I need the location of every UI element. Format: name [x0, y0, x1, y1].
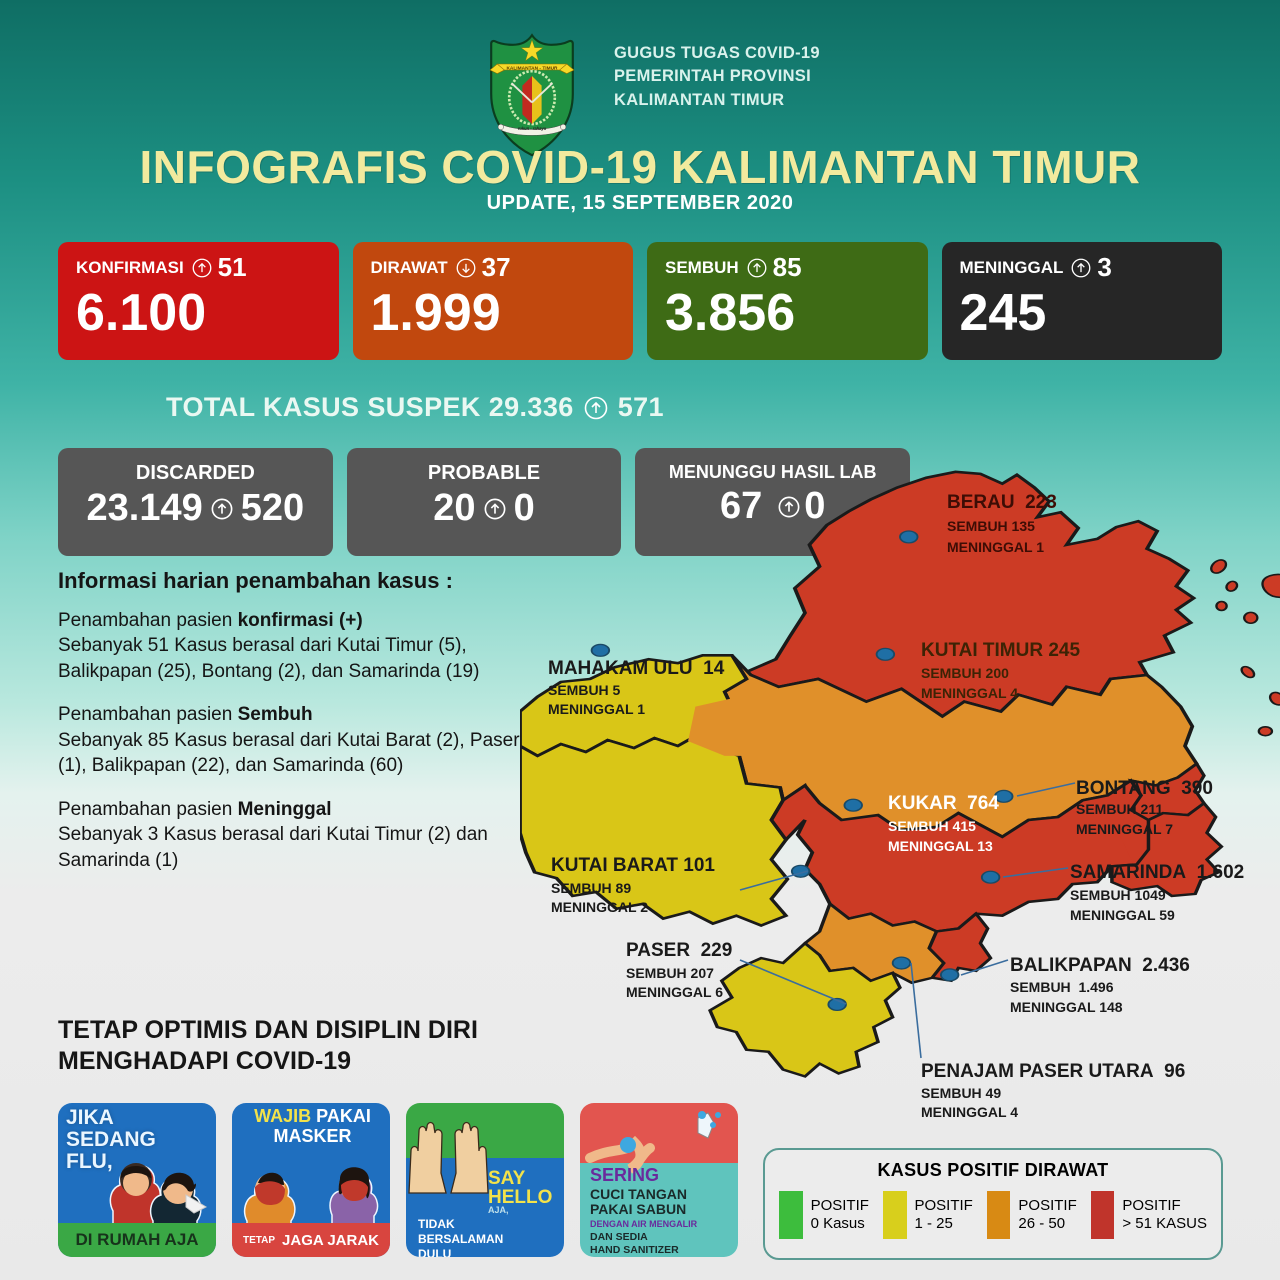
svg-text:rukun - rahayu: rukun - rahayu [518, 126, 547, 131]
